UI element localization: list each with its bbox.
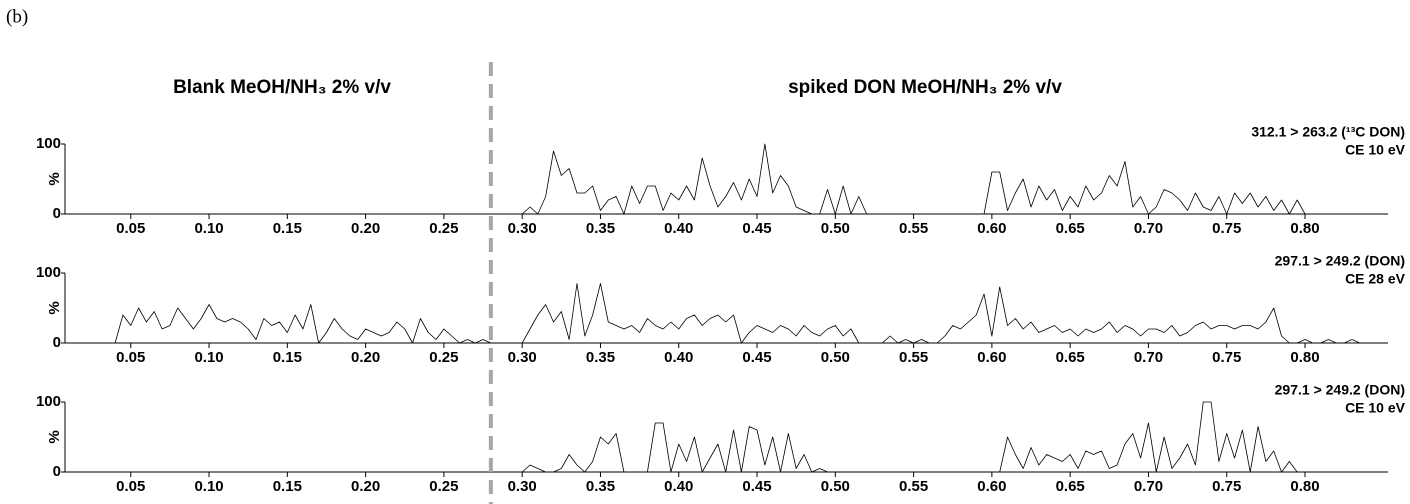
transition-label: 297.1 > 249.2 (DON) (1275, 253, 1405, 269)
transition-label: 297.1 > 249.2 (DON) (1275, 382, 1405, 398)
x-tick-label: 0.15 (273, 349, 302, 366)
x-tick-label: 0.30 (508, 478, 537, 495)
y-tick-label: 100 (36, 393, 61, 410)
y-tick-label: 0 (53, 334, 61, 351)
x-tick-label: 0.45 (742, 349, 771, 366)
y-tick-label: 100 (36, 264, 61, 281)
x-tick-label: 0.60 (977, 349, 1006, 366)
x-tick-label: 0.10 (194, 220, 223, 237)
x-tick-label: 0.65 (1056, 478, 1085, 495)
x-tick-label: 0.15 (273, 220, 302, 237)
x-tick-label: 0.80 (1290, 220, 1319, 237)
x-tick-label: 0.80 (1290, 478, 1319, 495)
energy-label: CE 10 eV (1345, 142, 1406, 158)
trace (68, 143, 1376, 215)
x-tick-label: 0.10 (194, 349, 223, 366)
x-tick-label: 0.30 (508, 220, 537, 237)
x-tick-label: 0.45 (742, 478, 771, 495)
x-tick-label: 0.70 (1134, 478, 1163, 495)
panel-label: (b) (6, 6, 28, 27)
x-tick-label: 0.65 (1056, 220, 1085, 237)
x-tick-label: 0.25 (429, 220, 458, 237)
x-tick-label: 0.25 (429, 349, 458, 366)
x-tick-label: 0.55 (899, 349, 928, 366)
x-tick-label: 0.20 (351, 349, 380, 366)
x-tick-label: 0.05 (116, 220, 145, 237)
x-tick-label: 0.75 (1212, 478, 1241, 495)
trace (68, 283, 1376, 344)
y-tick-label: 100 (36, 135, 61, 152)
energy-label: CE 10 eV (1345, 400, 1406, 416)
x-tick-label: 0.55 (899, 220, 928, 237)
x-tick-label: 0.55 (899, 478, 928, 495)
x-tick-label: 0.60 (977, 220, 1006, 237)
x-tick-label: 0.25 (429, 478, 458, 495)
trace (68, 401, 1376, 473)
y-axis-label: % (46, 172, 63, 185)
x-tick-label: 0.05 (116, 478, 145, 495)
x-tick-label: 0.50 (821, 478, 850, 495)
x-tick-label: 0.50 (821, 220, 850, 237)
x-tick-label: 0.20 (351, 478, 380, 495)
x-tick-label: 0.15 (273, 478, 302, 495)
y-axis-label: % (46, 430, 63, 443)
x-tick-label: 0.40 (664, 220, 693, 237)
x-tick-label: 0.75 (1212, 220, 1241, 237)
energy-label: CE 28 eV (1345, 271, 1406, 287)
x-tick-label: 0.80 (1290, 349, 1319, 366)
y-tick-label: 0 (53, 205, 61, 222)
x-tick-label: 0.75 (1212, 349, 1241, 366)
header: spiked DON MeOH/NH₃ 2% v/v (788, 77, 1062, 98)
x-tick-label: 0.45 (742, 220, 771, 237)
y-tick-label: 0 (53, 463, 61, 480)
x-tick-label: 0.35 (586, 478, 615, 495)
x-tick-label: 0.70 (1134, 220, 1163, 237)
x-tick-label: 0.40 (664, 349, 693, 366)
x-tick-label: 0.20 (351, 220, 380, 237)
x-tick-label: 0.35 (586, 349, 615, 366)
y-axis-label: % (46, 301, 63, 314)
x-tick-label: 0.60 (977, 478, 1006, 495)
header: Blank MeOH/NH₃ 2% v/v (173, 77, 391, 98)
x-tick-label: 0.70 (1134, 349, 1163, 366)
x-tick-label: 0.05 (116, 349, 145, 366)
x-tick-label: 0.65 (1056, 349, 1085, 366)
x-tick-label: 0.35 (586, 220, 615, 237)
x-tick-label: 0.30 (508, 349, 537, 366)
x-tick-label: 0.10 (194, 478, 223, 495)
x-tick-label: 0.50 (821, 349, 850, 366)
transition-label: 312.1 > 263.2 (¹³C DON) (1251, 124, 1405, 140)
x-tick-label: 0.40 (664, 478, 693, 495)
